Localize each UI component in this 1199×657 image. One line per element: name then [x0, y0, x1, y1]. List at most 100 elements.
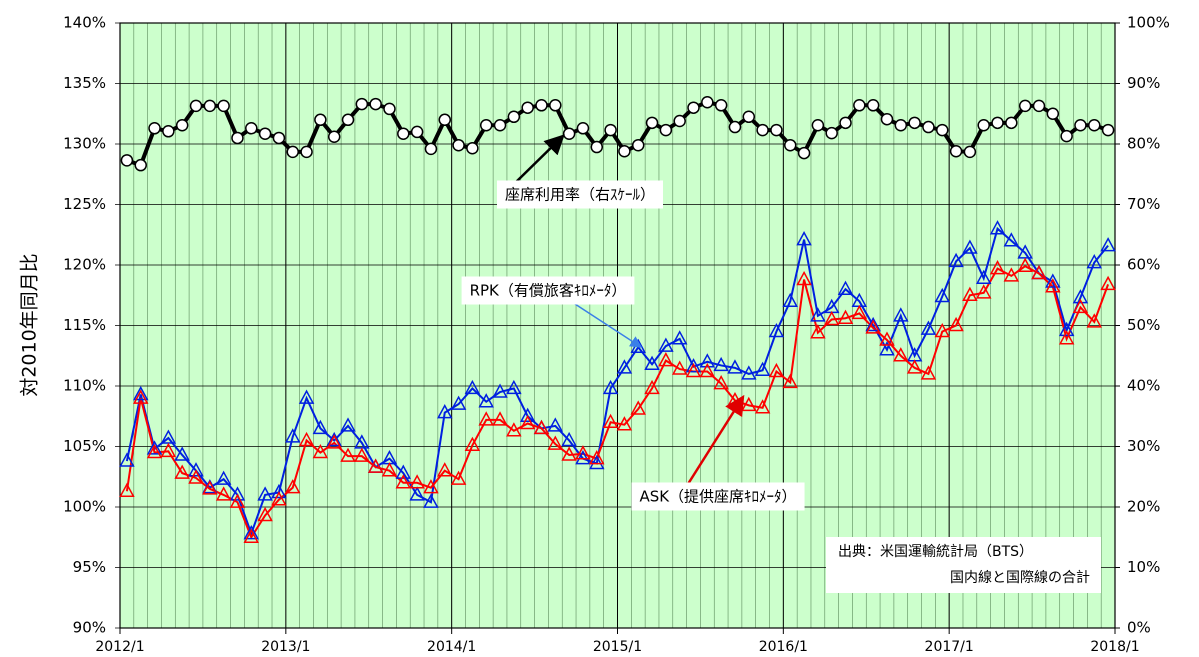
point-marker [492, 411, 508, 426]
point-marker [865, 316, 881, 332]
point-marker [175, 118, 189, 132]
point-marker [231, 131, 244, 145]
point-marker [1032, 99, 1046, 113]
series-label: 座席利用率（右ｽｹｰﾙ） [505, 186, 655, 204]
point-marker [507, 110, 521, 124]
point-marker [796, 231, 812, 246]
point-marker [341, 113, 355, 127]
label-box [496, 180, 664, 209]
y2-tick-label: 0% [1127, 619, 1151, 637]
point-marker [962, 286, 978, 301]
x-tick-label: 2014/1 [427, 639, 476, 655]
point-marker [1100, 275, 1116, 291]
point-marker [519, 414, 536, 430]
point-marker [395, 474, 412, 489]
point-marker [1101, 123, 1115, 137]
point-marker [673, 114, 686, 128]
point-marker [367, 458, 384, 473]
point-marker [782, 292, 799, 308]
point-marker [243, 528, 260, 543]
point-marker [936, 123, 949, 137]
point-marker [162, 125, 175, 138]
point-marker [908, 116, 921, 130]
x-tick-label: 2016/1 [759, 639, 808, 655]
y2-tick-label: 10% [1127, 558, 1160, 576]
point-marker [810, 324, 826, 339]
point-marker [645, 116, 659, 130]
arrow [686, 394, 745, 485]
point-marker [962, 239, 978, 254]
y2-tick-label: 90% [1127, 74, 1160, 92]
point-marker [631, 138, 645, 152]
point-marker [975, 284, 992, 299]
point-marker [754, 399, 771, 414]
markers [119, 96, 1116, 543]
series-line [125, 265, 1110, 540]
y-tick-label: 115% [63, 316, 106, 334]
x-tick-label: 2017/1 [925, 639, 974, 655]
point-marker [589, 450, 605, 465]
point-marker [547, 417, 564, 432]
point-marker [533, 419, 550, 435]
y-tick-label: 110% [63, 377, 106, 395]
point-marker [880, 112, 894, 126]
point-marker [383, 102, 396, 116]
point-marker [314, 113, 327, 127]
y-tick-label: 140% [63, 14, 106, 32]
point-marker [811, 118, 825, 132]
point-marker [853, 99, 866, 112]
point-marker [893, 307, 909, 322]
point-marker [215, 486, 232, 501]
point-marker [701, 96, 714, 109]
point-marker [1086, 313, 1103, 328]
point-marker [397, 127, 410, 140]
point-marker [575, 445, 591, 460]
point-marker [188, 469, 204, 484]
point-marker [963, 145, 977, 159]
point-marker [174, 446, 190, 461]
annotations: 座席利用率（右ｽｹｰﾙ） RPK（有償旅客ｷﾛﾒｰﾀ） ASK（提供座席ｷﾛﾒｰﾀ）… [461, 180, 1101, 593]
point-marker [658, 337, 674, 352]
point-marker [452, 138, 465, 152]
label-box [631, 482, 805, 511]
point-marker [1072, 289, 1089, 304]
x-tick-label: 2018/1 [1090, 639, 1139, 655]
point-marker [699, 362, 716, 378]
point-marker [312, 419, 329, 435]
point-marker [561, 431, 577, 447]
point-marker [825, 126, 838, 140]
point-marker [590, 140, 604, 154]
point-marker [298, 431, 315, 447]
point-marker [326, 434, 342, 449]
point-marker [989, 220, 1006, 235]
point-marker [272, 131, 286, 145]
point-marker [160, 442, 177, 458]
point-marker [1031, 264, 1047, 280]
source-box [826, 537, 1101, 593]
point-marker [728, 120, 742, 134]
point-marker [492, 383, 508, 398]
point-marker [575, 450, 591, 465]
point-marker [327, 130, 341, 143]
point-marker [298, 389, 315, 404]
point-marker [478, 411, 494, 426]
point-marker [286, 145, 299, 159]
x-tick-label: 2013/1 [261, 639, 310, 655]
point-marker [424, 142, 438, 156]
point-marker [699, 353, 716, 368]
arrows [514, 134, 745, 485]
point-marker [630, 400, 646, 415]
point-marker [202, 480, 218, 495]
point-marker [879, 341, 895, 356]
point-marker [354, 447, 370, 462]
point-marker [934, 322, 951, 338]
point-marker [562, 127, 576, 140]
point-marker [464, 379, 481, 395]
y-tick-label: 130% [63, 135, 106, 153]
point-marker [685, 358, 702, 373]
point-marker [671, 360, 688, 375]
point-marker [644, 379, 660, 395]
point-marker [436, 462, 453, 477]
point-marker [865, 319, 881, 334]
point-marker [340, 417, 356, 432]
